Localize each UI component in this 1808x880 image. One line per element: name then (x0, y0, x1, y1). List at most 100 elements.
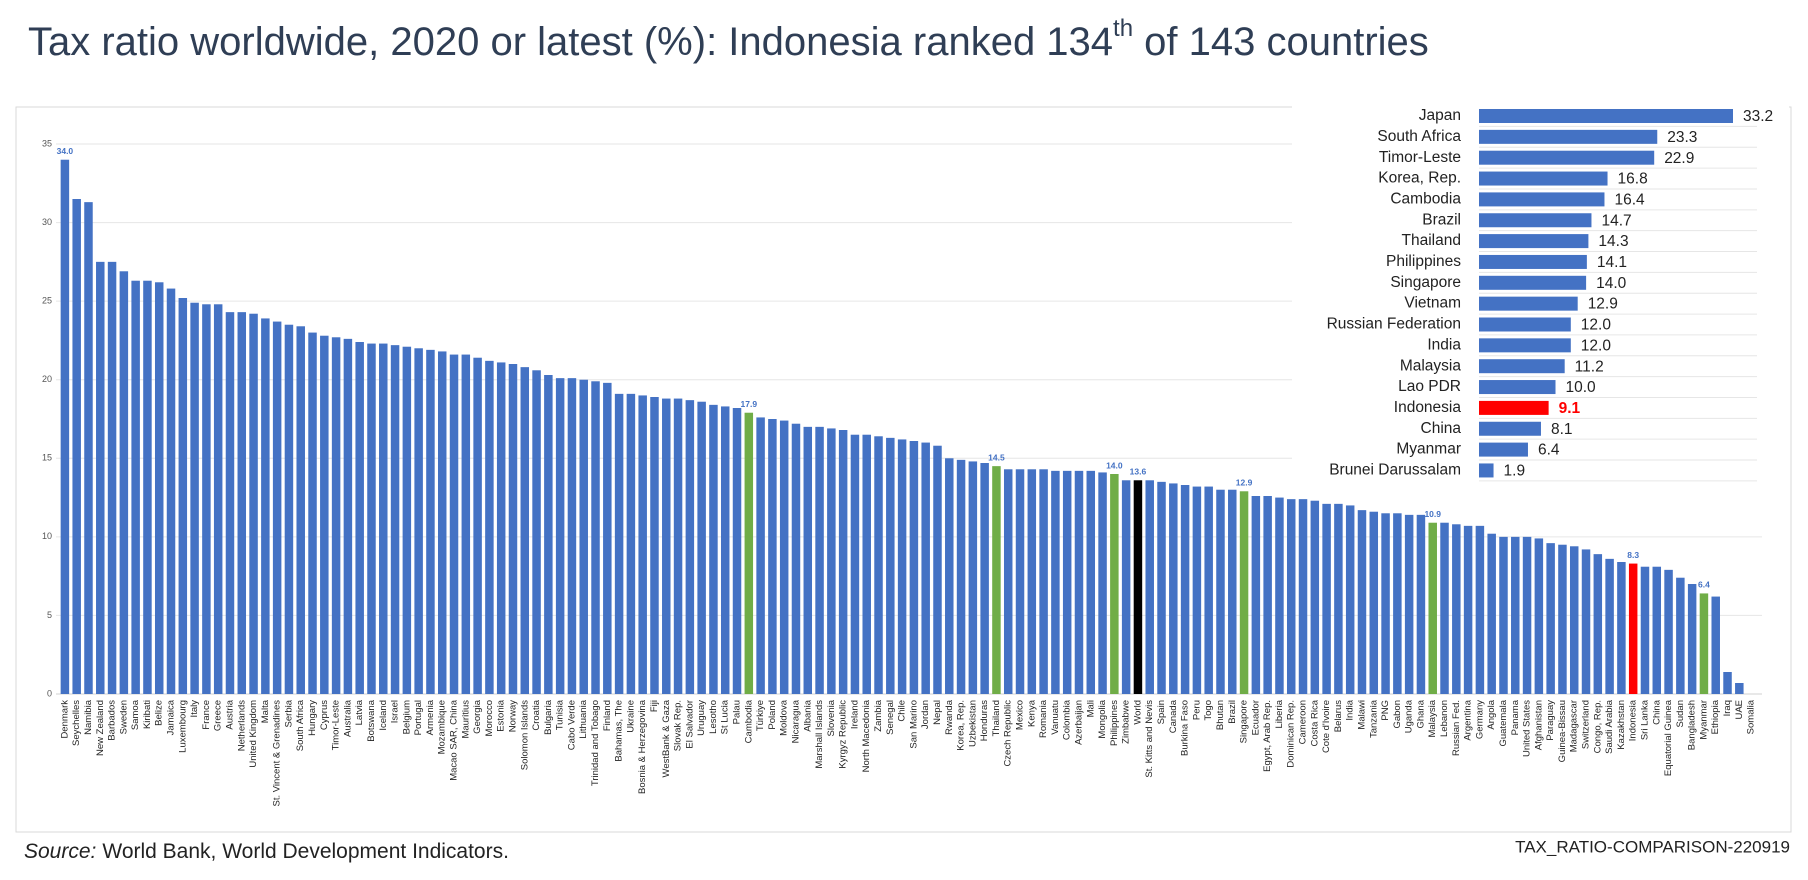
bar (1286, 499, 1296, 694)
bar (154, 282, 164, 694)
x-tick-label: Belgium (401, 700, 412, 734)
bar (272, 321, 282, 694)
x-tick-label: Israel (390, 700, 401, 723)
bar (650, 397, 659, 694)
bar (1479, 192, 1605, 207)
bar (992, 466, 1001, 694)
value-label: 12.9 (1588, 296, 1618, 313)
bar (1204, 486, 1213, 694)
bar (709, 404, 718, 694)
x-tick-label: India (1345, 699, 1356, 720)
bar (1039, 469, 1048, 694)
bar (449, 354, 459, 694)
y-tick-label: Cambodia (1390, 190, 1461, 207)
bar (1723, 672, 1732, 694)
bar (555, 378, 565, 694)
bar (1487, 533, 1496, 694)
y-tick-label: China (1421, 420, 1462, 437)
value-label: 17.9 (741, 399, 758, 409)
value-label: 9.1 (1559, 400, 1581, 417)
bar (461, 354, 471, 694)
x-tick-label: Kenya (1026, 699, 1037, 727)
bar (1652, 566, 1662, 694)
bar (803, 426, 813, 694)
bar (1027, 469, 1037, 694)
x-tick-label: United States (1522, 700, 1533, 757)
y-tick-label: 30 (42, 217, 52, 227)
x-tick-label: Croatia (531, 699, 542, 730)
bar (355, 342, 364, 694)
bar (1479, 400, 1549, 415)
x-tick-label: Slovak Rep. (673, 700, 684, 751)
x-tick-label: New Zealand (95, 700, 106, 756)
bar (1003, 469, 1013, 694)
bar (956, 459, 966, 694)
bar (213, 304, 223, 694)
bar (107, 261, 117, 694)
x-tick-label: Tunisia (555, 699, 566, 730)
bar (1479, 442, 1528, 457)
x-tick-label: Afghanistan (1533, 700, 1544, 750)
bar (1275, 497, 1284, 694)
x-tick-label: Botswana (366, 699, 377, 741)
bar (390, 345, 400, 694)
bar (1593, 554, 1603, 694)
bar (603, 382, 612, 694)
bar (1522, 536, 1532, 694)
bar (131, 280, 140, 694)
x-tick-label: Somalia (1746, 699, 1757, 734)
x-tick-label: United Kingdom (248, 700, 259, 768)
x-tick-label: China (1651, 699, 1662, 725)
bar (1322, 503, 1331, 694)
value-label: 14.5 (988, 452, 1005, 462)
bar (1440, 522, 1449, 694)
bar (402, 346, 412, 694)
bar (1463, 525, 1473, 694)
x-tick-label: Iceland (378, 700, 389, 731)
y-tick-label: Japan (1419, 107, 1461, 124)
x-tick-label: Mauritius (460, 700, 471, 739)
x-tick-label: Myanmar (1698, 700, 1709, 740)
y-tick-label: Philippines (1386, 253, 1461, 270)
y-tick-label: Singapore (1390, 274, 1461, 291)
bar (1735, 683, 1744, 694)
x-tick-label: Solomon Islands (519, 700, 530, 770)
y-tick-label: Vietnam (1404, 295, 1461, 312)
value-label: 14.7 (1601, 212, 1631, 229)
x-tick-label: Bahamas, The (614, 700, 625, 762)
bar (1228, 489, 1237, 694)
y-tick-label: Korea, Rep. (1378, 170, 1461, 187)
y-tick-label: Thailand (1402, 232, 1461, 249)
bar (414, 348, 423, 694)
x-tick-label: Canada (1168, 699, 1179, 733)
page-title: Tax ratio worldwide, 2020 or latest (%):… (28, 15, 1429, 63)
x-tick-label: Peru (1191, 700, 1202, 720)
x-tick-label: Ecuador (1250, 700, 1261, 735)
bar (119, 271, 129, 694)
x-tick-label: Azerbaijan (1073, 700, 1084, 745)
bar (1640, 566, 1650, 694)
x-tick-label: UAE (1734, 700, 1745, 720)
x-tick-label: Fiji (649, 700, 660, 712)
value-label: 14.0 (1596, 275, 1627, 292)
x-tick-label: St. Vincent & Grenadines (272, 700, 283, 807)
bar (921, 442, 930, 694)
bar (1239, 491, 1249, 694)
bar (980, 463, 989, 694)
x-tick-label: Armenia (425, 699, 436, 735)
x-tick-label: Luxembourg (177, 700, 188, 753)
bar (1479, 296, 1578, 311)
bar (473, 357, 482, 694)
value-label: 10.9 (1424, 509, 1441, 519)
x-tick-label: Mexico (1015, 700, 1026, 730)
bar (1664, 569, 1673, 694)
bar (367, 343, 376, 694)
x-tick-label: Paraguay (1545, 700, 1556, 741)
bar (1263, 496, 1272, 694)
source-text: World Bank, World Development Indicators… (102, 840, 509, 863)
bar (485, 360, 494, 694)
x-tick-label: Philippines (1109, 700, 1120, 746)
x-tick-label: Seychelles (71, 700, 82, 746)
bar (815, 426, 824, 694)
